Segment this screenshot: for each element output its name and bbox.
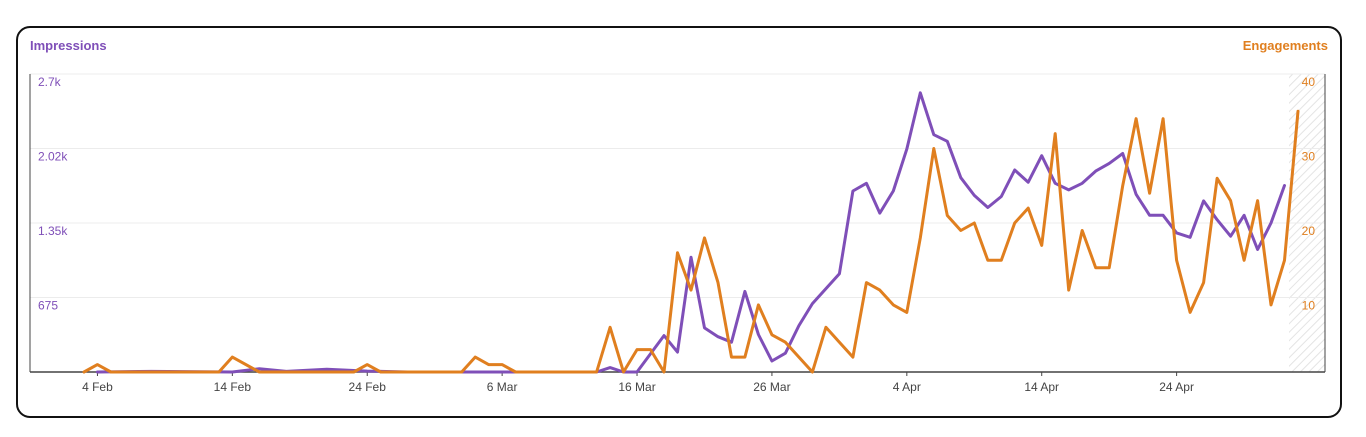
x-tick-label: 14 Apr <box>1024 380 1059 394</box>
series-line-impressions <box>95 91 1286 374</box>
x-tick-label: 4 Feb <box>82 380 113 394</box>
right-tick-label: 10 <box>1302 299 1316 313</box>
right-tick-label: 20 <box>1302 224 1316 238</box>
series-line-engagements <box>82 109 1300 374</box>
x-tick-label: 16 Mar <box>618 380 655 394</box>
x-tick-label: 14 Feb <box>214 380 252 394</box>
left-tick-label: 2.02k <box>38 150 68 164</box>
x-tick-label: 4 Apr <box>893 380 921 394</box>
left-axis-title: Impressions <box>30 38 107 53</box>
right-axis-title: Engagements <box>1242 38 1328 53</box>
x-tick-label: 26 Mar <box>753 380 790 394</box>
left-tick-label: 1.35k <box>38 224 68 238</box>
x-tick-label: 6 Mar <box>487 380 518 394</box>
x-tick-label: 24 Apr <box>1159 380 1194 394</box>
right-tick-label: 30 <box>1302 150 1316 164</box>
x-tick-label: 24 Feb <box>349 380 387 394</box>
left-tick-label: 675 <box>38 299 58 313</box>
left-tick-label: 2.7k <box>38 75 62 89</box>
right-tick-label: 40 <box>1302 75 1316 89</box>
chart-card: Impressions Engagements <box>16 26 1342 418</box>
